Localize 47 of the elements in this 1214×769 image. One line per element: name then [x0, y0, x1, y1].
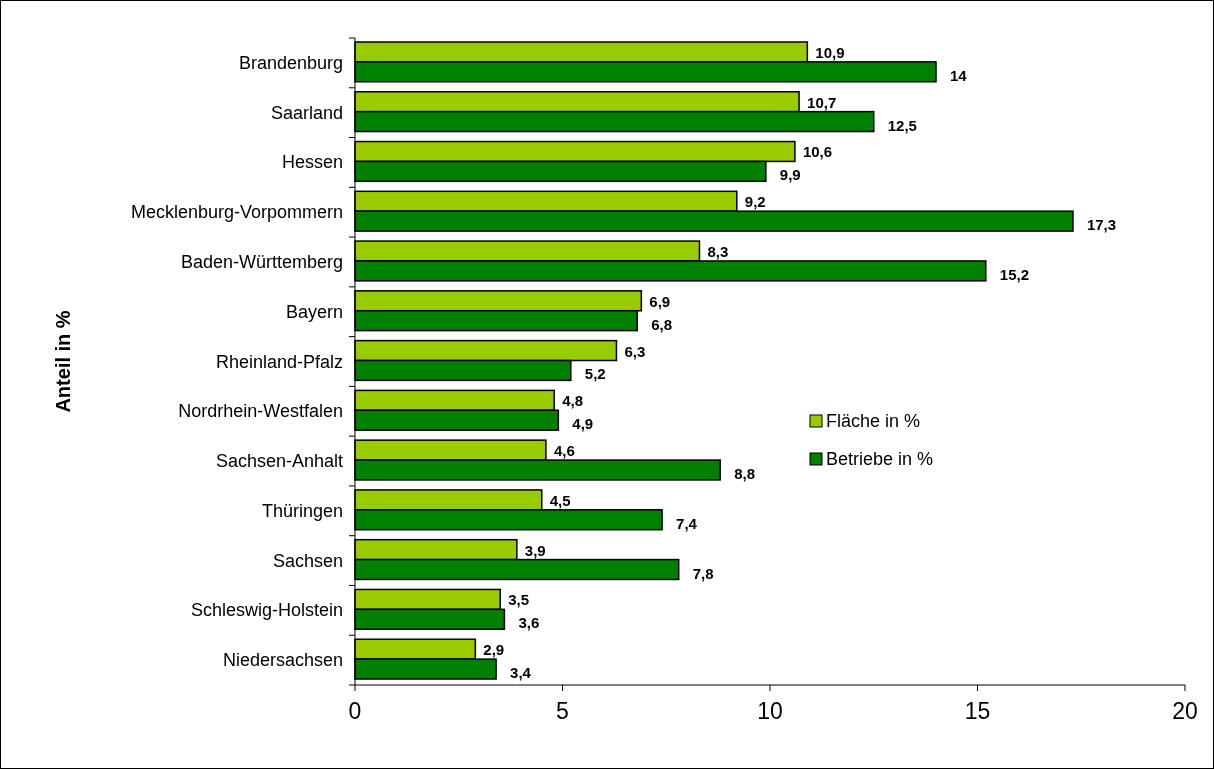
data-label: 3,9 — [524, 541, 546, 559]
y-tick-label: Bayern — [285, 301, 343, 322]
data-label: 14 — [950, 66, 968, 84]
data-label: 10,6 — [802, 143, 833, 161]
x-tick-label: 5 — [556, 698, 569, 724]
data-label: 10,9 — [815, 43, 845, 61]
x-tick-label: 0 — [348, 698, 362, 724]
data-label: 6,3 — [624, 342, 646, 360]
y-tick-label: Hessen — [281, 152, 343, 173]
data-label: 8,3 — [707, 243, 729, 261]
y-axis-title: Anteil in % — [52, 310, 74, 413]
data-label: 9,2 — [744, 193, 766, 211]
data-label: 7,4 — [676, 514, 698, 532]
y-tick-label: Baden-Württemberg — [180, 251, 343, 272]
data-label: 7,8 — [692, 564, 714, 582]
data-label: 4,9 — [572, 415, 594, 433]
data-label: 9,9 — [779, 166, 801, 184]
y-tick-label: Brandenburg — [238, 52, 343, 73]
data-label: 12,5 — [887, 116, 917, 134]
y-tick-label: Sachsen-Anhalt — [215, 451, 343, 472]
data-label: 15,2 — [999, 265, 1029, 283]
data-label: 6,8 — [651, 315, 673, 333]
data-label: 4,8 — [562, 392, 584, 410]
legend-label: Betriebe in % — [826, 449, 934, 469]
y-tick-label: Schleswig-Holstein — [190, 600, 343, 621]
data-label: 17,3 — [1086, 216, 1117, 234]
data-label: 4,6 — [553, 442, 575, 460]
data-label: 5,2 — [584, 365, 606, 383]
data-label: 3,5 — [508, 591, 530, 609]
y-tick-label: Mecklenburg-Vorpommern — [130, 202, 343, 223]
y-tick-label: Thüringen — [261, 500, 343, 521]
data-label: 8,8 — [734, 464, 756, 482]
y-tick-label: Nordrhein-Westfalen — [178, 401, 343, 422]
data-label: 6,9 — [649, 292, 671, 310]
data-label: 2,9 — [483, 641, 505, 659]
data-label: 3,4 — [510, 664, 532, 682]
data-label: 3,6 — [518, 614, 540, 632]
y-tick-label: Saarland — [270, 102, 343, 123]
y-tick-label: Rheinland-Pfalz — [215, 351, 343, 372]
data-label: 10,7 — [807, 93, 837, 111]
data-label: 4,5 — [549, 491, 571, 509]
legend-label: Fläche in % — [826, 411, 921, 431]
x-tick-label: 10 — [757, 698, 783, 724]
y-tick-label: Niedersachsen — [222, 650, 343, 671]
x-tick-label: 15 — [964, 698, 991, 724]
y-tick-label: Sachsen — [272, 550, 343, 571]
x-tick-label: 20 — [1172, 698, 1198, 724]
